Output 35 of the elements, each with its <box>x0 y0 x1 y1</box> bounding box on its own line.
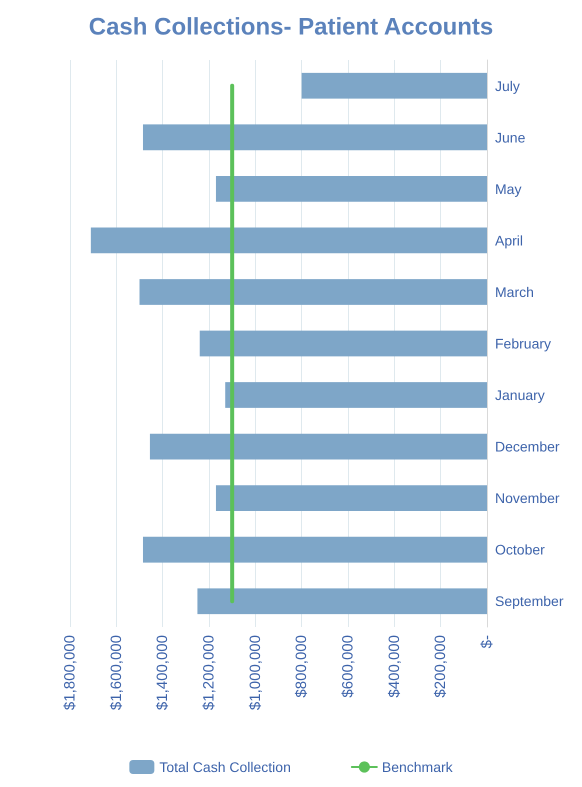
x-tick-label: $400,000 <box>386 635 403 698</box>
x-tick-label: $1,400,000 <box>154 635 172 710</box>
x-tick-label: $- <box>478 635 496 648</box>
y-tick-label: April <box>495 232 524 248</box>
x-tick-label: $1,800,000 <box>62 635 78 710</box>
bar <box>216 176 487 202</box>
y-tick-label: May <box>495 180 522 197</box>
bar <box>142 124 487 150</box>
chart-title: Cash Collections- Patient Accounts <box>88 14 494 40</box>
x-tick-label: $1,200,000 <box>200 635 218 710</box>
x-tick-label: $800,000 <box>293 635 310 698</box>
bar <box>200 330 487 356</box>
bar <box>225 382 487 408</box>
y-tick-label: November <box>495 490 560 506</box>
x-tick-label: $200,000 <box>432 635 450 698</box>
legend-label: Total Cash Collection <box>159 759 291 775</box>
y-tick-label: June <box>495 129 526 146</box>
y-tick-label: September <box>495 593 564 610</box>
y-tick-label: January <box>495 387 545 404</box>
bar <box>197 588 487 614</box>
x-tick-label: $600,000 <box>340 635 356 698</box>
legend-label: Benchmark <box>382 759 454 775</box>
y-tick-label: February <box>495 336 552 352</box>
bar <box>142 536 487 563</box>
bar <box>302 72 487 99</box>
x-tick-label: $1,000,000 <box>246 635 264 710</box>
y-tick-label: March <box>495 284 534 300</box>
bar <box>140 279 487 305</box>
bar <box>150 434 487 460</box>
x-tick-label: $1,600,000 <box>108 635 125 710</box>
bar <box>216 485 487 512</box>
y-tick-label: October <box>495 542 546 558</box>
y-tick-label: July <box>495 78 520 94</box>
y-tick-label: December <box>495 438 560 455</box>
bar <box>90 228 487 254</box>
